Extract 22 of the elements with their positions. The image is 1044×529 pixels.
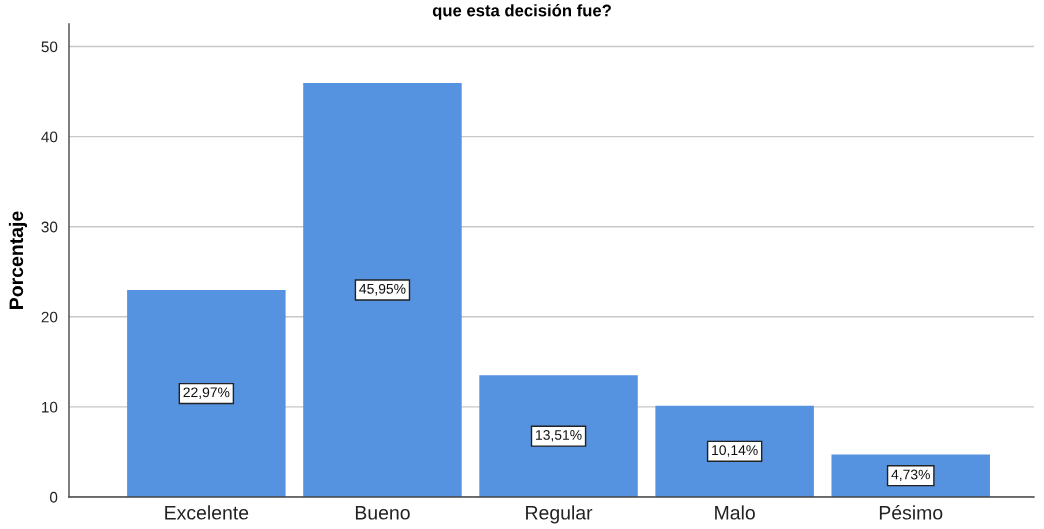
data-label: 4,73% — [891, 469, 930, 482]
y-tick-label: 40 — [41, 131, 58, 143]
y-tick-label: 20 — [41, 311, 58, 323]
data-label: 22,97% — [183, 387, 230, 399]
x-tick-label: Excelente — [165, 505, 249, 520]
y-tick-label: 30 — [41, 221, 58, 233]
bar — [303, 83, 462, 497]
bar — [127, 290, 286, 497]
data-label: 13,51% — [536, 430, 582, 442]
x-tick-label: Malo — [715, 505, 755, 520]
x-tick-label: Pésimo — [879, 505, 943, 520]
y-tick-label: 50 — [41, 41, 58, 53]
x-tick-label: Bueno — [355, 506, 410, 520]
bar — [479, 375, 638, 497]
data-label: 45,95% — [359, 283, 406, 296]
y-tick-label: 10 — [42, 401, 58, 413]
x-tick-label: Regular — [526, 505, 593, 524]
chart-title: que esta decisión fue? — [432, 4, 611, 20]
data-label: 10,14% — [712, 445, 758, 457]
bar — [655, 405, 814, 497]
y-axis-title: Porcentaje — [8, 211, 28, 309]
y-tick-label: 0 — [49, 491, 58, 503]
